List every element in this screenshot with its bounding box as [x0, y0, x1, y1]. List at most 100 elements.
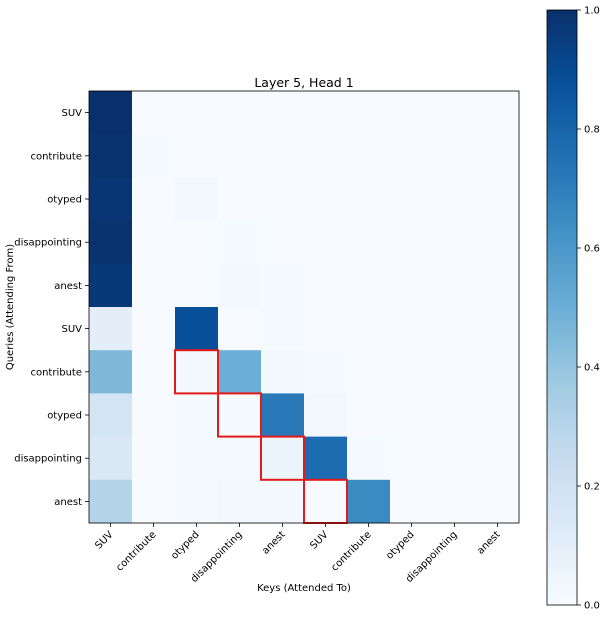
- highlight-box: [217, 392, 262, 438]
- heatmap-cell: [175, 91, 219, 135]
- heatmap-cell: [175, 479, 219, 524]
- heatmap-cell: [304, 436, 348, 481]
- y-tick-label: disappointing: [14, 238, 82, 249]
- heatmap-cell: [304, 263, 348, 308]
- heatmap-cell: [218, 307, 262, 351]
- heatmap-cell: [433, 91, 477, 135]
- heatmap-cell: [89, 479, 133, 524]
- colorbar-tick-label: 0.0: [584, 601, 600, 612]
- x-tick-label: contribute: [329, 529, 373, 573]
- heatmap-cell: [390, 263, 434, 308]
- colorbar-tick-label: 0.6: [584, 244, 600, 255]
- heatmap-cell: [347, 177, 391, 222]
- heatmap-cell: [476, 177, 520, 222]
- highlight-box: [174, 349, 219, 395]
- heatmap-cell: [476, 479, 520, 524]
- colorbar-tick-label: 0.2: [584, 482, 600, 493]
- heatmap-cell: [476, 436, 520, 481]
- heatmap-cell: [261, 263, 305, 308]
- heatmap-cell: [218, 350, 262, 394]
- heatmap-cell: [261, 220, 305, 265]
- colorbar-ticks: 0.0 0.2 0.4 0.6 0.8 1.0: [577, 6, 600, 612]
- heatmap-cell: [89, 263, 133, 308]
- heatmap-cell: [132, 134, 176, 178]
- heatmap-cell: [476, 263, 520, 308]
- heatmap-cell: [304, 220, 348, 265]
- heatmap-cell: [390, 479, 434, 524]
- heatmap-cell: [476, 91, 520, 135]
- heatmap-cell: [261, 479, 305, 524]
- colorbar: [546, 9, 578, 606]
- y-tick-label: otyped: [47, 195, 82, 206]
- y-axis-label: Queries (Attending From): [5, 244, 16, 370]
- heatmap-cell: [175, 350, 219, 394]
- heatmap-cell: [304, 479, 348, 524]
- heatmap-cell: [304, 350, 348, 394]
- y-axis-ticks: SUV contribute otyped disappointing anest SUV…: [14, 108, 89, 508]
- heatmap-cell: [390, 436, 434, 481]
- heatmap-cell: [304, 177, 348, 222]
- heatmap-cell: [476, 393, 520, 438]
- highlight-boxes: [174, 349, 348, 524]
- heatmap-cell: [218, 134, 262, 178]
- heatmap-cell: [218, 393, 262, 438]
- heatmap-cell: [175, 134, 219, 178]
- chart-title: Layer 5, Head 1: [254, 75, 353, 90]
- heatmap-cell: [132, 393, 176, 438]
- heatmap-cell: [175, 307, 219, 351]
- heatmap-cell: [89, 220, 133, 265]
- heatmap-cell: [304, 134, 348, 178]
- heatmap-cell: [89, 393, 133, 438]
- y-tick-label: contribute: [30, 367, 82, 378]
- heatmap-cell: [218, 177, 262, 222]
- heatmap-cell: [261, 393, 305, 438]
- heatmap-cell: [175, 177, 219, 222]
- x-tick-label: otyped: [169, 529, 201, 561]
- heatmap-cell: [347, 307, 391, 351]
- heatmap-cell: [433, 177, 477, 222]
- heatmap-cell: [261, 350, 305, 394]
- heatmap-cell: [433, 393, 477, 438]
- heatmap-cell: [433, 436, 477, 481]
- x-axis-label: Keys (Attended To): [257, 583, 351, 594]
- heatmap-cell: [347, 350, 391, 394]
- heatmap-cell: [347, 479, 391, 524]
- colorbar-tick-label: 1.0: [584, 6, 600, 17]
- heatmap-cell: [261, 134, 305, 178]
- plot-frame: [88, 90, 520, 524]
- heatmap-cell: [261, 91, 305, 135]
- heatmap-cell: [218, 479, 262, 524]
- x-tick-label: anest: [260, 529, 287, 556]
- heatmap-cell: [390, 91, 434, 135]
- heatmap-cell: [89, 307, 133, 351]
- x-tick-label: otyped: [384, 529, 416, 561]
- heatmap-cell: [476, 350, 520, 394]
- heatmap-cell: [390, 134, 434, 178]
- heatmap-cell: [304, 91, 348, 135]
- heatmap-cell: [218, 263, 262, 308]
- heatmap-cell: [132, 350, 176, 394]
- x-tick-label: SUV: [308, 529, 330, 551]
- highlight-box: [260, 435, 305, 481]
- y-tick-label: anest: [54, 497, 82, 508]
- heatmap-cell: [218, 91, 262, 135]
- heatmap-cell: [89, 134, 133, 178]
- heatmap-cell: [175, 393, 219, 438]
- y-tick-label: anest: [54, 281, 82, 292]
- heatmap-cell: [175, 220, 219, 265]
- heatmap-cell: [132, 436, 176, 481]
- heatmap-cell: [433, 220, 477, 265]
- heatmap-cell: [347, 220, 391, 265]
- colorbar-tick-label: 0.8: [584, 125, 600, 136]
- heatmap-cell: [89, 350, 133, 394]
- heatmap-cell: [132, 220, 176, 265]
- x-tick-label: SUV: [93, 529, 115, 551]
- heatmap-cell: [89, 91, 133, 135]
- x-tick-label: contribute: [114, 529, 158, 573]
- heatmap-cell: [433, 350, 477, 394]
- heatmap-cell: [433, 134, 477, 178]
- heatmap-cell: [89, 177, 133, 222]
- heatmap-cell: [476, 307, 520, 351]
